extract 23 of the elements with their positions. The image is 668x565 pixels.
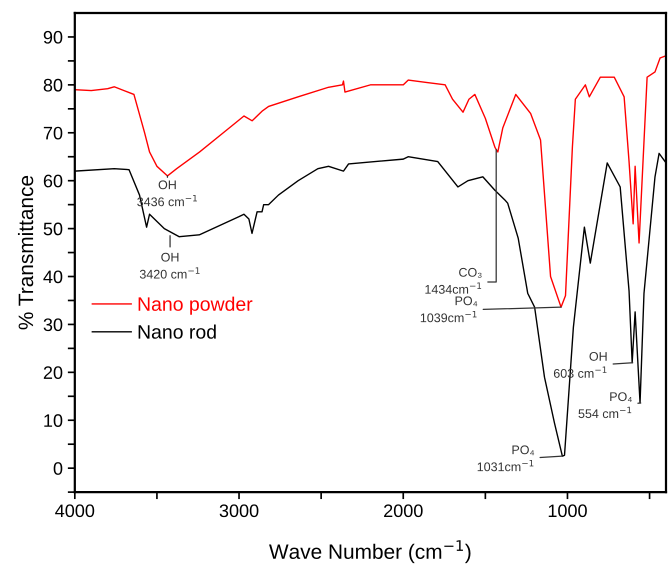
x-tick-label: 1000 [548,504,587,518]
y-tick-label: 0 [54,462,62,475]
legend-label: Nano powder [138,296,252,315]
annotation: OH 3420 cm$^{−1}$ [140,252,200,279]
x-tick-label: 3000 [220,504,258,518]
x-axis-title: Wave Number (cm$^{−1}$) [269,540,470,564]
y-axis-title: % Transmittance [18,176,34,330]
annotation: PO₄ 1031cm$^{−1}$ [478,445,534,472]
y-tick-label: 30 [44,318,62,332]
y-tick-label: 60 [44,174,62,188]
y-tick-label: 50 [44,222,62,236]
annotation: PO₄ 1039cm$^{−1}$ [420,296,478,322]
legend-label: Nano rod [138,324,216,339]
x-tick-label: 4000 [55,504,94,518]
y-tick-label: 70 [44,126,62,140]
y-tick-label: 90 [44,30,62,44]
annotation: CO₃ 1434cm$^{−1}$ [425,268,482,294]
y-tick-label: 10 [44,414,62,427]
y-tick-label: 40 [43,270,62,284]
y-tick-label: 80 [44,78,62,92]
y-tick-label: 20 [44,366,62,380]
x-tick-label: 2000 [384,504,423,518]
annotation: PO₄ 554 cm$^{−1}$ [578,392,632,418]
